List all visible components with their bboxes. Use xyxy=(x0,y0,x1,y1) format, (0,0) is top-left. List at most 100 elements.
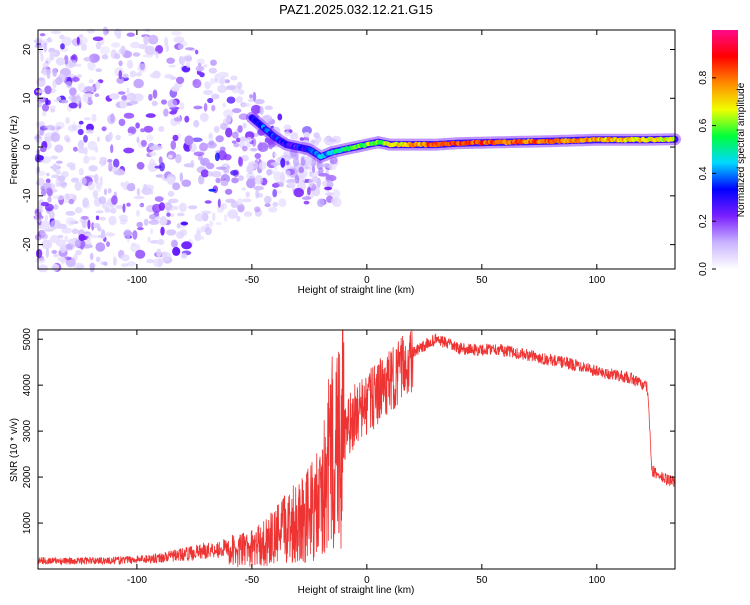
spectrogram-noise-blob xyxy=(286,160,290,166)
spectrogram-noise-blob xyxy=(70,55,76,61)
spectrogram-noise-blob xyxy=(128,132,132,137)
spectrogram-noise-blob xyxy=(304,165,309,170)
spectrogram-noise-blob xyxy=(331,197,337,205)
spectrogram-noise-blob xyxy=(270,162,281,166)
colorbar-label: Normalized spectral amplitude xyxy=(736,82,747,217)
spectrogram-noise-blob xyxy=(264,195,272,204)
spectrogram-noise-blob xyxy=(111,42,121,48)
spectrogram-noise-blob xyxy=(168,154,173,159)
spectrogram-noise-blob xyxy=(203,89,213,96)
spectrogram-noise-blob xyxy=(80,43,87,51)
y-tick-label: 5000 xyxy=(22,328,33,351)
spectrogram-noise-blob xyxy=(172,134,179,142)
spectrogram-noise-blob xyxy=(129,182,135,190)
spectrogram-noise-blob xyxy=(95,256,101,263)
spectrogram-noise-blob xyxy=(36,137,43,144)
spectrogram-noise-blob xyxy=(169,110,177,115)
spectrogram-noise-blob xyxy=(242,122,247,129)
spectrogram-noise-blob xyxy=(237,203,245,213)
spectrogram-noise-blob xyxy=(246,172,255,181)
spectrogram-noise-blob xyxy=(126,87,130,94)
spectrogram-noise-blob xyxy=(51,250,58,254)
spectrogram-noise-blob xyxy=(45,124,55,129)
spectrogram-noise-blob xyxy=(199,112,209,122)
spectrogram-noise-blob xyxy=(241,103,252,107)
spectrogram-noise-blob xyxy=(146,134,154,142)
spectrogram-noise-blob xyxy=(94,146,99,153)
spectrogram-noise-blob xyxy=(216,166,227,170)
spectrogram-noise-blob xyxy=(116,77,125,84)
x-tick-label: 100 xyxy=(588,275,605,286)
spectrogram-noise-blob xyxy=(101,54,109,60)
spectrogram-noise-blob xyxy=(302,125,312,135)
spectrogram-noise-blob xyxy=(127,126,137,135)
spectrogram-noise-blob xyxy=(52,68,57,77)
spectrogram-noise-blob xyxy=(324,186,333,191)
spectrogram-noise-blob xyxy=(39,230,46,236)
spectrogram-noise-blob xyxy=(253,185,264,191)
spectrogram-noise-blob xyxy=(47,196,52,203)
spectrogram-noise-blob xyxy=(146,258,155,264)
spectrogram-noise-blob xyxy=(252,91,257,102)
spectrogram-noise-blob xyxy=(185,47,195,51)
spectrogram-noise-blob xyxy=(278,198,287,208)
spectrogram-noise-blob xyxy=(123,147,135,154)
spectrogram-noise-blob xyxy=(299,137,304,141)
spectrogram-noise-blob xyxy=(108,131,113,141)
spectrogram-noise-blob xyxy=(50,30,62,34)
spectrogram-noise-blob xyxy=(313,132,320,139)
spectrogram-noise-blob xyxy=(225,198,236,203)
spectrogram-noise-blob xyxy=(254,206,261,213)
spectrogram-noise-blob xyxy=(226,96,236,104)
spectrogram-noise-blob xyxy=(172,246,181,256)
spectrogram-noise-blob xyxy=(52,163,57,172)
spectrogram-noise-blob xyxy=(210,59,217,66)
spectrogram-noise-blob xyxy=(120,182,124,187)
spectrogram-noise-blob xyxy=(107,159,113,163)
spectrogram-noise-blob xyxy=(272,189,278,198)
colorbar-tick-label: 0.0 xyxy=(698,262,709,276)
spectrogram-noise-blob xyxy=(245,191,250,198)
spectrogram-noise-blob xyxy=(152,258,164,267)
spectrogram-noise-blob xyxy=(108,162,113,172)
spectrogram-noise-blob xyxy=(135,249,146,259)
spectrogram-noise-blob xyxy=(100,157,104,168)
spectrogram-noise-blob xyxy=(171,31,182,36)
spectrogram-noise-blob xyxy=(87,96,92,103)
spectrogram-noise-blob xyxy=(119,99,128,109)
spectrogram-noise-blob xyxy=(78,234,86,241)
spectrogram-noise-blob xyxy=(208,133,213,139)
spectrogram-noise-blob xyxy=(201,210,212,214)
spectrogram-noise-blob xyxy=(231,140,237,144)
spectrogram-noise-blob xyxy=(38,205,43,213)
spectrogram-noise-blob xyxy=(237,125,243,133)
spectrogram-noise-blob xyxy=(83,117,91,121)
spectrogram-noise-blob xyxy=(207,97,214,104)
spectrogram-noise-blob xyxy=(65,81,73,89)
spectrogram-noise-blob xyxy=(184,115,190,123)
snr-panel: -100 -50 0 50 100 1000 2000 3000 4000 5000 Height… xyxy=(9,328,676,596)
spectrogram-noise-blob xyxy=(136,161,145,170)
spectrogram-noise-blob xyxy=(223,109,234,118)
spectrogram-noise-blob xyxy=(100,229,106,240)
spectrogram-noise-blob xyxy=(60,99,69,104)
spectrogram-noise-blob xyxy=(86,123,94,132)
spectrogram-noise-blob xyxy=(176,212,185,217)
spectrogram-noise-blob xyxy=(294,132,299,141)
spectrogram-noise-blob xyxy=(44,203,54,212)
spectrogram-noise-blob xyxy=(89,234,100,239)
spectrogram-noise-blob xyxy=(281,176,285,180)
spectrogram-noise-blob xyxy=(49,51,55,61)
spectrogram-noise-blob xyxy=(71,95,77,104)
spectrogram-noise-blob xyxy=(143,125,154,133)
spectrogram-noise-blob xyxy=(200,157,210,167)
spectrogram-noise-blob xyxy=(242,145,248,152)
spectrogram-noise-blob xyxy=(268,206,278,213)
spectrogram-noise-blob xyxy=(43,42,47,53)
spectrogram-noise-blob xyxy=(111,195,118,205)
spectrogram-noise-blob xyxy=(209,220,214,227)
spectrogram-noise-blob xyxy=(166,57,175,64)
spectrogram-noise-blob xyxy=(170,239,178,248)
spectrogram-noise-blob xyxy=(171,85,180,92)
spectrogram-noise-blob xyxy=(194,233,202,242)
